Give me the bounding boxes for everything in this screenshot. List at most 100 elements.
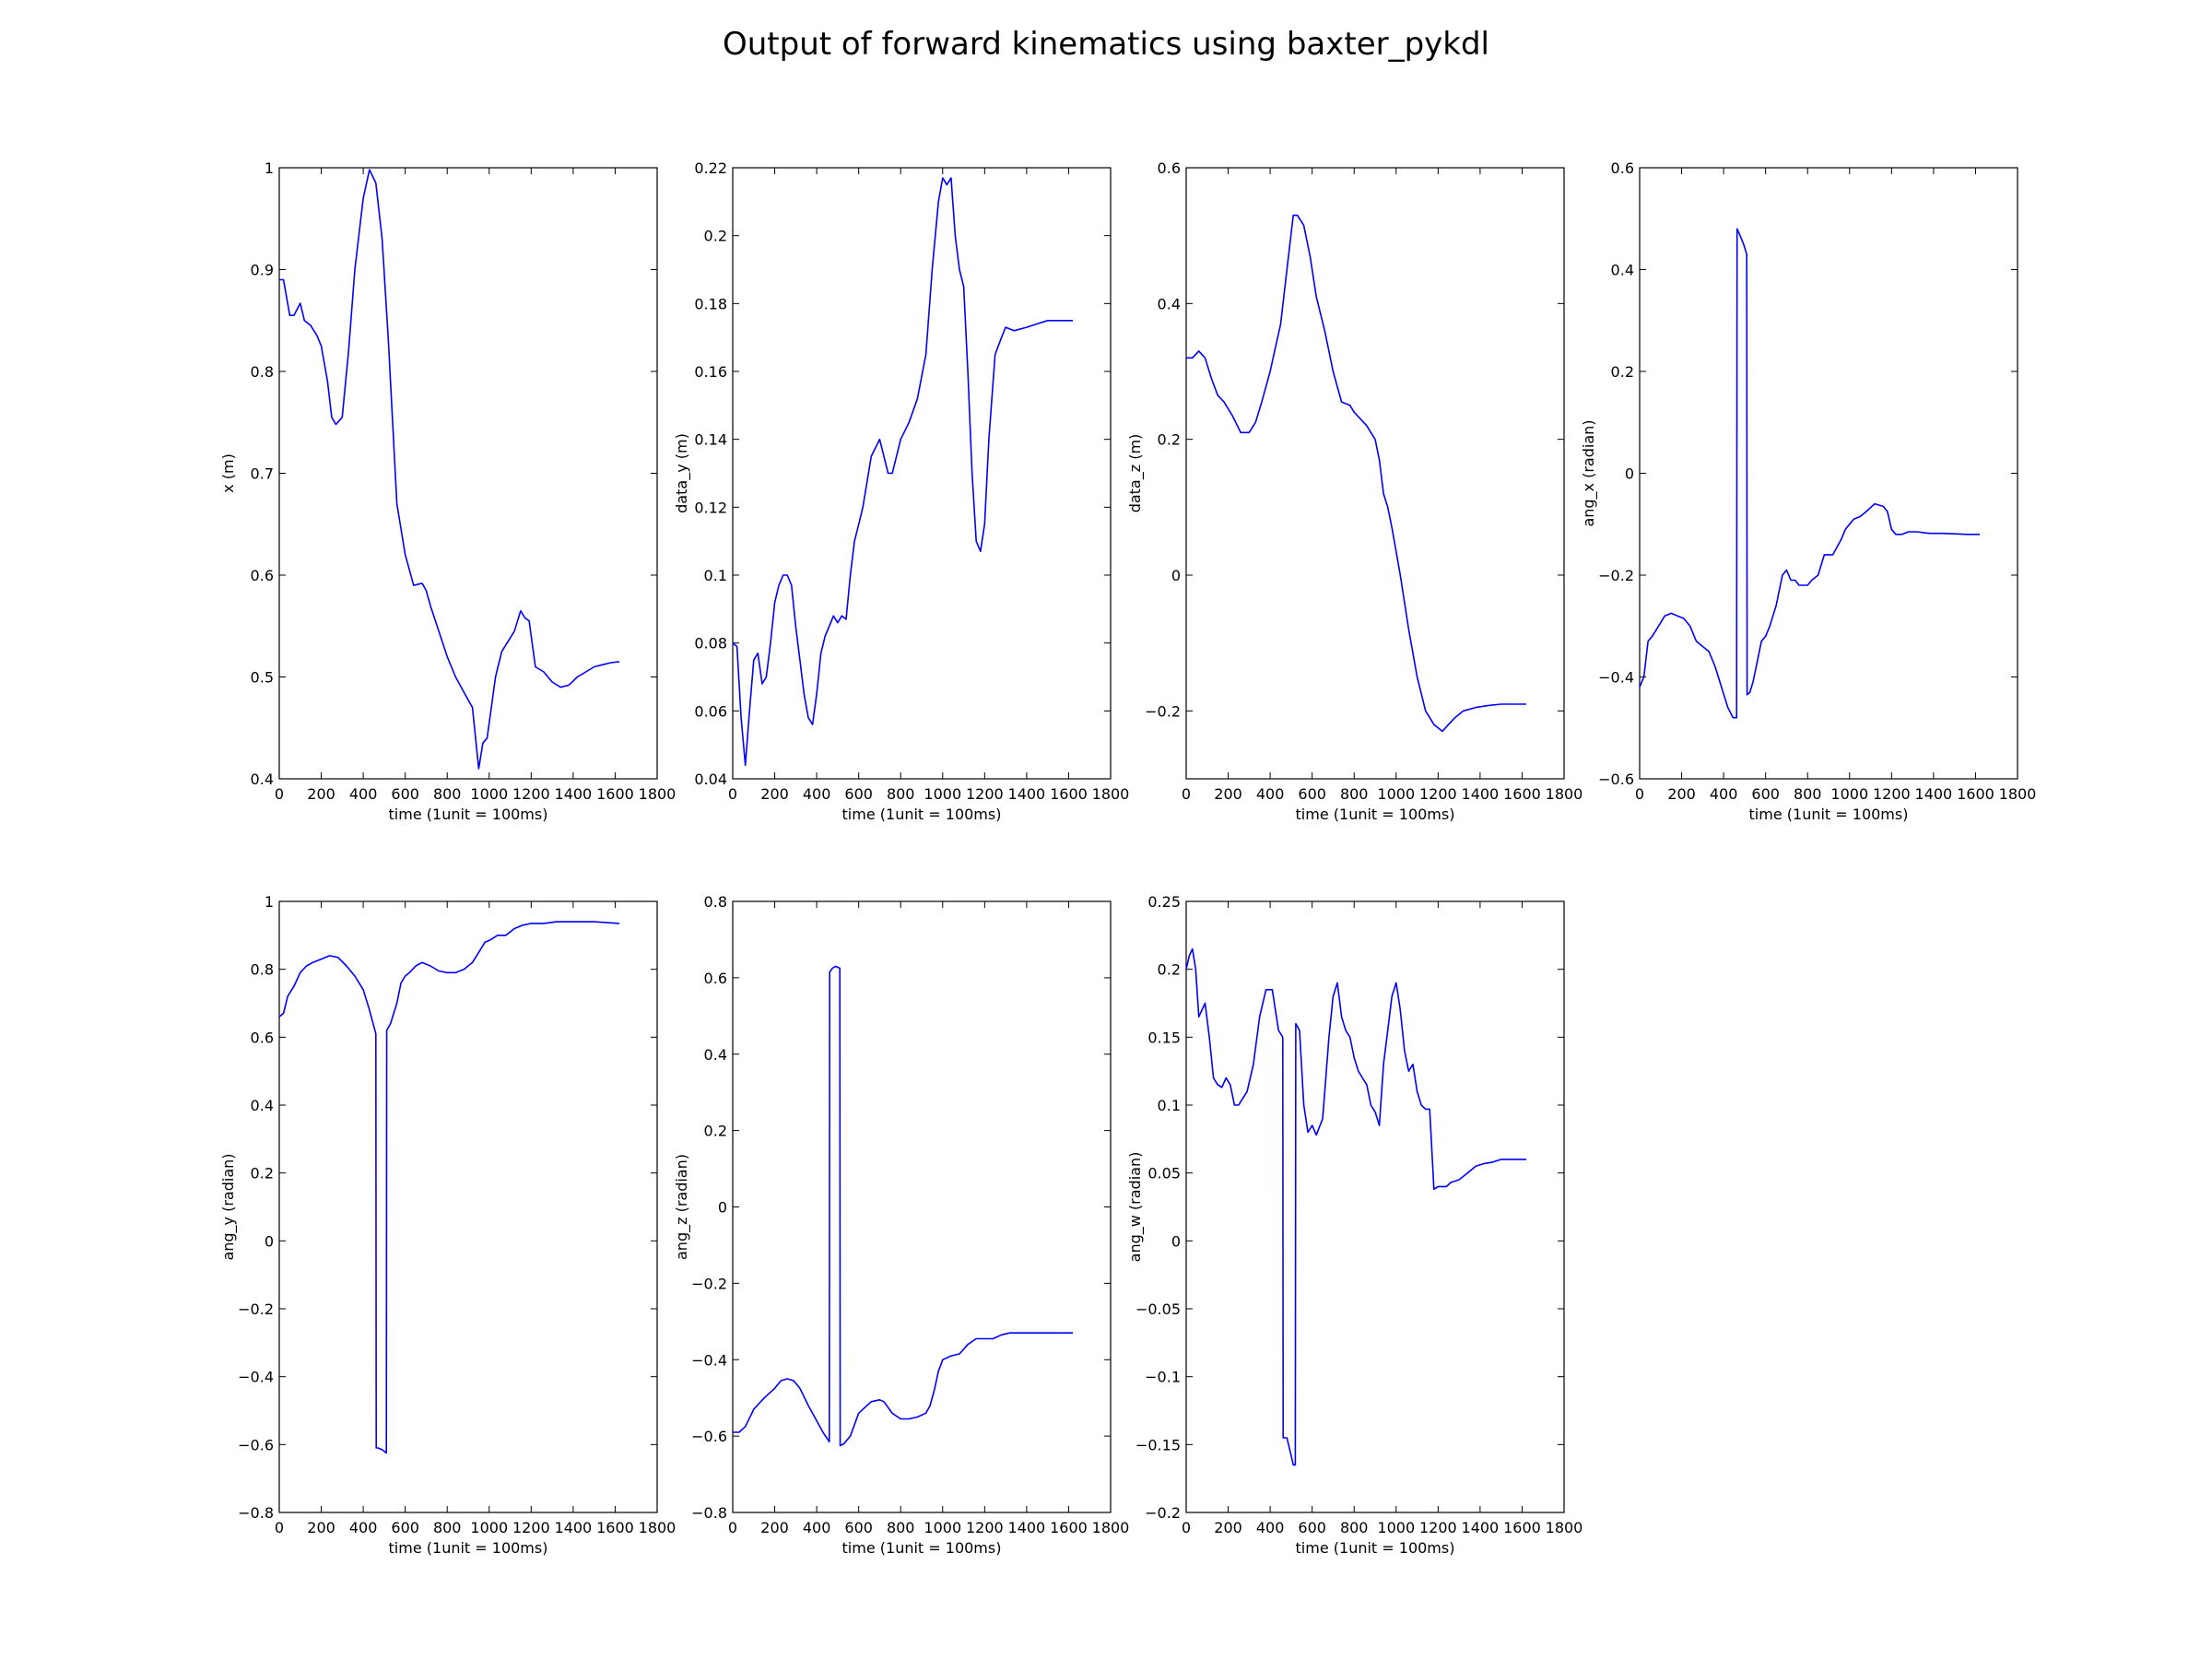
- y-tick-label: −0.2: [238, 1300, 274, 1318]
- x-tick-label: 800: [887, 1519, 915, 1536]
- y-axis-label: ang_z (radian): [673, 1154, 691, 1260]
- y-tick-label: 0.4: [1158, 295, 1181, 312]
- y-tick-label: 0.9: [251, 262, 274, 279]
- y-tick-label: 0.18: [694, 295, 727, 312]
- x-tick-label: 600: [1298, 1519, 1326, 1536]
- x-tick-label: 1200: [512, 1519, 550, 1536]
- y-tick-label: 0.1: [1158, 1097, 1181, 1114]
- y-tick-label: 1: [265, 159, 274, 177]
- y-tick-label: 0.4: [704, 1046, 727, 1064]
- subplot-3: 0 200 400 600 800 1000 1200 1400 1600 1800 −0.2 0 0.…: [1126, 159, 1583, 823]
- y-tick-label: 0.2: [704, 1123, 727, 1140]
- x-tick-label: 1600: [1050, 1519, 1088, 1536]
- x-tick-label: 600: [1298, 785, 1326, 803]
- x-tick-label: 1200: [1419, 785, 1457, 803]
- x-tick-label: 800: [1340, 1519, 1369, 1536]
- axes-frame: [732, 167, 1112, 780]
- x-tick-label: 200: [307, 1519, 335, 1536]
- y-tick-label: −0.4: [691, 1351, 727, 1369]
- y-axis-label: data_z (m): [1126, 434, 1145, 513]
- y-tick-label: 0.4: [251, 1097, 274, 1114]
- x-tick-label: 600: [844, 1519, 873, 1536]
- x-tick-label: 200: [1214, 1519, 1242, 1536]
- axes-frame: [278, 167, 658, 780]
- y-tick-label: −0.8: [238, 1504, 274, 1522]
- x-tick-label: 800: [887, 785, 915, 803]
- subplot-7: 0 200 400 600 800 1000 1200 1400 1600 1800 −0.2 −0.…: [1126, 893, 1583, 1557]
- x-tick-label: 200: [307, 785, 335, 803]
- x-tick-label: 0: [1182, 785, 1191, 803]
- x-tick-label: 600: [391, 1519, 419, 1536]
- y-tick-label: −0.4: [1598, 669, 1634, 687]
- x-tick-label: 400: [1256, 1519, 1285, 1536]
- x-tick-label: 1000: [470, 785, 508, 803]
- x-tick-label: 1200: [1419, 1519, 1457, 1536]
- x-tick-label: 600: [1751, 785, 1780, 803]
- x-tick-label: 1400: [1915, 785, 1953, 803]
- y-tick-label: 0.8: [251, 363, 274, 381]
- subplot-1: 0 200 400 600 800 1000 1200 1400 1600 1800 0.4 0.5 0…: [219, 159, 676, 823]
- x-tick-label: 1200: [966, 785, 1004, 803]
- y-tick-label: 0.1: [704, 567, 727, 584]
- x-tick-label: 1000: [924, 785, 961, 803]
- x-tick-label: 400: [1710, 785, 1738, 803]
- y-tick-label: 0.4: [1611, 262, 1634, 279]
- x-tick-label: 1600: [1503, 785, 1541, 803]
- y-tick-label: −0.2: [691, 1275, 727, 1292]
- x-tick-label: 0: [1635, 785, 1644, 803]
- y-axis-label: data_y (m): [673, 433, 691, 513]
- y-tick-label: 0.6: [1158, 159, 1181, 177]
- y-tick-label: −0.2: [1145, 702, 1181, 720]
- x-tick-label: 200: [760, 1519, 789, 1536]
- series-line: [1185, 947, 1526, 1466]
- x-tick-label: 600: [844, 785, 873, 803]
- x-tick-label: 0: [275, 785, 284, 803]
- x-tick-label: 1000: [924, 1519, 961, 1536]
- y-tick-label: 0.06: [694, 702, 727, 720]
- y-axis-label: ang_w (radian): [1126, 1152, 1145, 1263]
- y-tick-label: 0: [1625, 465, 1634, 483]
- x-tick-label: 1800: [639, 1519, 677, 1536]
- x-tick-label: 1400: [1008, 785, 1046, 803]
- x-tick-label: 1600: [1957, 785, 1994, 803]
- x-tick-label: 1200: [1873, 785, 1911, 803]
- axes-frame: [278, 900, 658, 1513]
- x-tick-label: 400: [803, 785, 831, 803]
- y-tick-label: 0.08: [694, 635, 727, 653]
- axes-frame: [1185, 167, 1565, 780]
- y-tick-label: 0.6: [704, 970, 727, 987]
- series-line: [733, 965, 1073, 1447]
- x-axis-label: time (1unit = 100ms): [842, 806, 1002, 823]
- series-line: [1639, 228, 1980, 719]
- y-tick-label: 0.14: [694, 431, 727, 449]
- y-tick-label: 0.15: [1147, 1029, 1181, 1046]
- y-tick-label: −0.6: [1598, 771, 1634, 788]
- y-tick-label: 0.2: [1158, 431, 1181, 449]
- x-tick-label: 1200: [966, 1519, 1004, 1536]
- y-tick-label: 0: [1171, 567, 1181, 584]
- axes-frame: [1639, 167, 2018, 780]
- x-axis-label: time (1unit = 100ms): [842, 1539, 1002, 1557]
- x-tick-label: 1400: [1462, 1519, 1500, 1536]
- x-axis-label: time (1unit = 100ms): [1296, 1539, 1455, 1557]
- x-axis-label: time (1unit = 100ms): [389, 806, 548, 823]
- x-tick-label: 1000: [1377, 785, 1415, 803]
- y-axis-label: ang_x (radian): [1580, 419, 1598, 526]
- x-tick-label: 1400: [1008, 1519, 1046, 1536]
- x-tick-label: 200: [1667, 785, 1696, 803]
- subplot-6: 0 200 400 600 800 1000 1200 1400 1600 1800 −0.8 −0.…: [673, 893, 1129, 1557]
- y-tick-label: −0.1: [1145, 1369, 1181, 1386]
- x-tick-label: 1200: [512, 785, 550, 803]
- y-tick-label: 0.2: [1611, 363, 1634, 381]
- y-tick-label: 0.04: [694, 771, 727, 788]
- x-tick-label: 1800: [1092, 1519, 1130, 1536]
- x-tick-label: 600: [391, 785, 419, 803]
- x-tick-label: 1600: [596, 785, 634, 803]
- x-tick-label: 1000: [1377, 1519, 1415, 1536]
- series-line: [732, 177, 1073, 767]
- y-tick-label: 0.16: [694, 363, 727, 381]
- y-tick-label: −0.6: [691, 1428, 727, 1445]
- y-tick-label: 0.12: [694, 499, 727, 516]
- y-tick-label: 0.6: [1611, 159, 1634, 177]
